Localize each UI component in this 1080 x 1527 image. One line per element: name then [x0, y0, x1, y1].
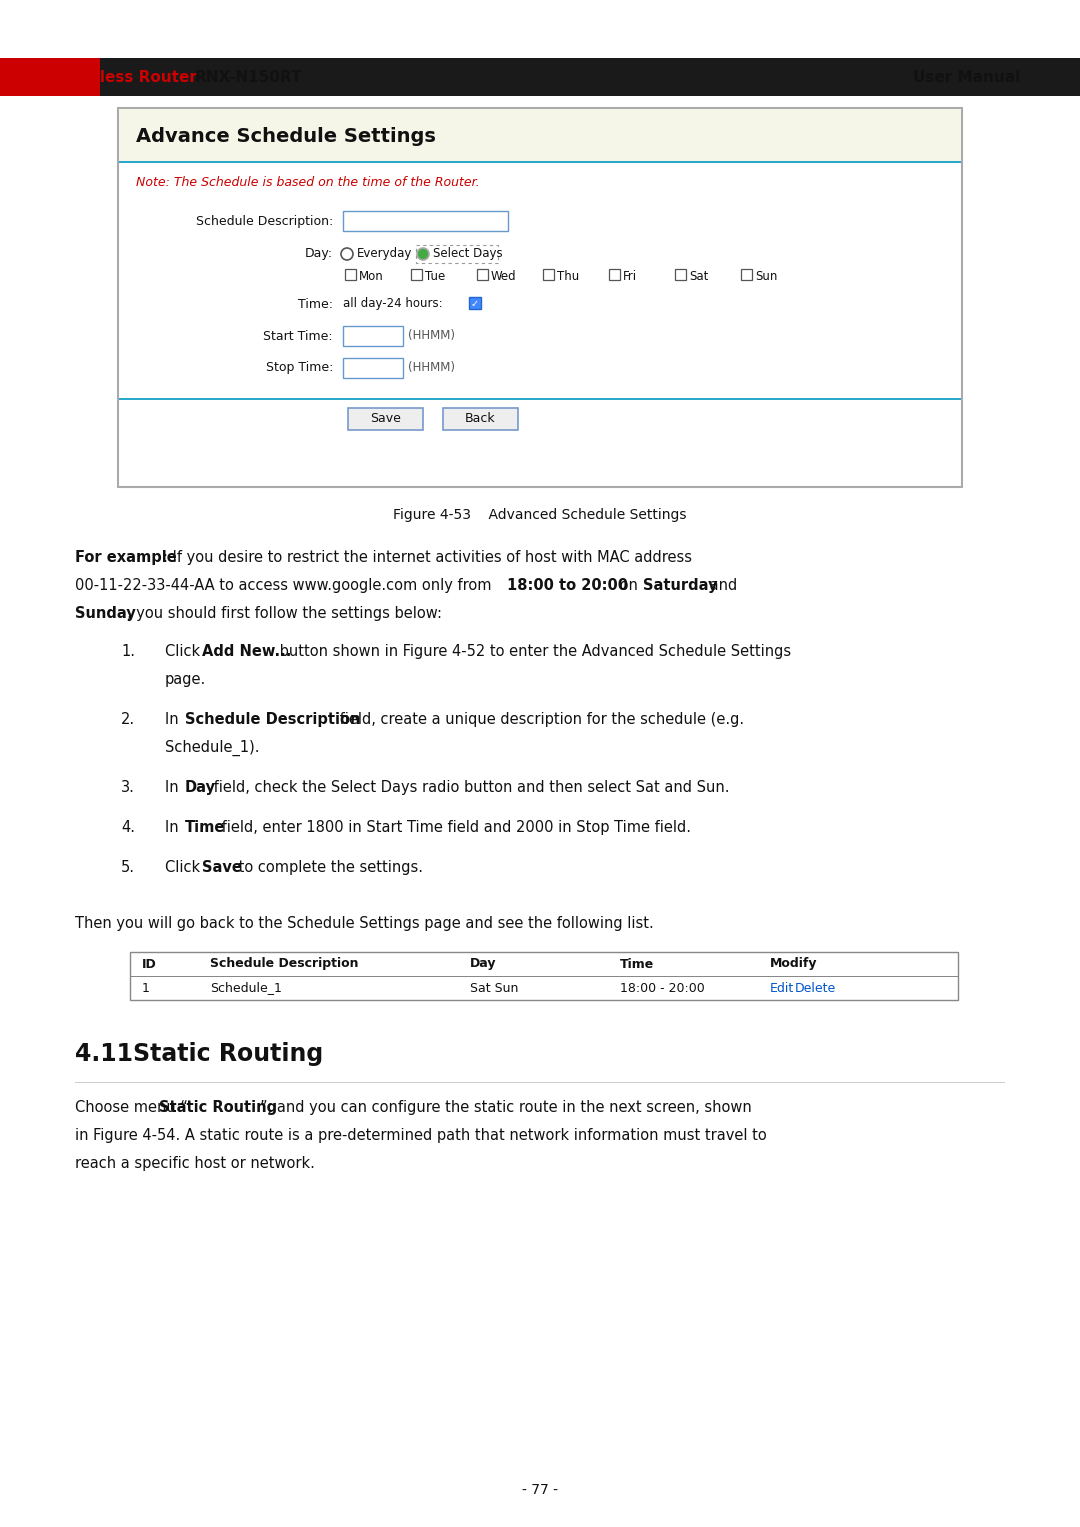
Text: Save: Save: [202, 860, 242, 875]
Text: ”, and you can configure the static route in the next screen, shown: ”, and you can configure the static rout…: [259, 1099, 752, 1115]
Text: Delete: Delete: [795, 982, 836, 994]
Bar: [741, 269, 752, 279]
Text: Save: Save: [370, 412, 401, 426]
Text: Advance Schedule Settings: Advance Schedule Settings: [136, 127, 436, 145]
Text: Click: Click: [165, 860, 205, 875]
Text: Time: Time: [620, 957, 654, 971]
Text: Start Time:: Start Time:: [264, 330, 333, 342]
Text: 1.: 1.: [121, 644, 135, 660]
Text: Wed: Wed: [491, 269, 516, 282]
Text: to complete the settings.: to complete the settings.: [234, 860, 423, 875]
Text: and: and: [705, 579, 738, 592]
Bar: [343, 325, 403, 347]
Text: Wireless Router: Wireless Router: [60, 70, 197, 84]
Bar: [411, 269, 422, 279]
Circle shape: [417, 247, 429, 260]
Text: - 77 -: - 77 -: [522, 1483, 558, 1496]
Text: (HHMM): (HHMM): [408, 362, 455, 374]
Text: 1: 1: [141, 982, 150, 994]
Text: Sat: Sat: [689, 269, 708, 282]
Text: Tue: Tue: [426, 269, 445, 282]
Text: 3.: 3.: [121, 780, 135, 796]
Text: Then you will go back to the Schedule Settings page and see the following list.: Then you will go back to the Schedule Se…: [75, 916, 653, 931]
Text: , you should first follow the settings below:: , you should first follow the settings b…: [127, 606, 442, 621]
Bar: [477, 269, 488, 279]
Text: Day:: Day:: [305, 247, 333, 261]
Text: Figure 4-53    Advanced Schedule Settings: Figure 4-53 Advanced Schedule Settings: [393, 508, 687, 522]
Text: Schedule Description:: Schedule Description:: [195, 214, 333, 228]
Text: For example: For example: [75, 550, 177, 565]
Text: 18:00 to 20:00: 18:00 to 20:00: [507, 579, 627, 592]
Bar: [119, 399, 961, 400]
Text: Modify: Modify: [770, 957, 818, 971]
Text: Schedule Description: Schedule Description: [185, 712, 361, 727]
Text: Schedule Description: Schedule Description: [210, 957, 359, 971]
Text: In: In: [165, 780, 184, 796]
Text: Back: Back: [465, 412, 496, 426]
Text: reach a specific host or network.: reach a specific host or network.: [75, 1156, 315, 1171]
Text: Schedule_1: Schedule_1: [210, 982, 282, 994]
Bar: [130, 951, 958, 1000]
Text: 4.11Static Routing: 4.11Static Routing: [75, 1041, 323, 1066]
Bar: [119, 108, 961, 160]
Text: In: In: [165, 712, 184, 727]
Text: Static Routing: Static Routing: [159, 1099, 276, 1115]
Text: Day: Day: [185, 780, 216, 796]
Bar: [345, 269, 356, 279]
Text: in Figure 4-54. A static route is a pre-determined path that network information: in Figure 4-54. A static route is a pre-…: [75, 1128, 767, 1144]
Text: field, create a unique description for the schedule (e.g.: field, create a unique description for t…: [335, 712, 744, 727]
Bar: [118, 108, 962, 487]
Bar: [609, 269, 620, 279]
Bar: [343, 211, 508, 231]
Bar: [348, 408, 423, 431]
Text: 00-11-22-33-44-AA to access www.google.com only from: 00-11-22-33-44-AA to access www.google.c…: [75, 579, 496, 592]
Bar: [343, 357, 403, 379]
Text: page.: page.: [165, 672, 206, 687]
Text: In: In: [165, 820, 184, 835]
Text: Stop Time:: Stop Time:: [266, 362, 333, 374]
Text: on: on: [615, 579, 643, 592]
Bar: [443, 408, 518, 431]
Text: Time: Time: [185, 820, 226, 835]
Text: Day: Day: [470, 957, 497, 971]
Text: Select Days: Select Days: [433, 247, 502, 261]
Text: 4.: 4.: [121, 820, 135, 835]
Text: (HHMM): (HHMM): [408, 330, 455, 342]
Text: button shown in Figure 4-52 to enter the Advanced Schedule Settings: button shown in Figure 4-52 to enter the…: [275, 644, 792, 660]
Text: User Manual: User Manual: [913, 70, 1020, 84]
Text: RNX-N150RT: RNX-N150RT: [195, 70, 302, 84]
Bar: [0, 58, 1080, 96]
Bar: [469, 296, 481, 308]
Text: Choose menu “: Choose menu “: [75, 1099, 188, 1115]
Bar: [543, 269, 554, 279]
Text: Saturday: Saturday: [643, 579, 717, 592]
Text: Edit: Edit: [770, 982, 794, 994]
Bar: [675, 269, 686, 279]
Text: Mon: Mon: [359, 269, 383, 282]
Text: Note: The Schedule is based on the time of the Router.: Note: The Schedule is based on the time …: [136, 177, 480, 189]
Text: 5.: 5.: [121, 860, 135, 875]
Text: ✓: ✓: [471, 299, 478, 310]
Bar: [0, 58, 100, 96]
Text: 2.: 2.: [121, 712, 135, 727]
Text: Sunday: Sunday: [75, 606, 136, 621]
Text: 18:00 - 20:00: 18:00 - 20:00: [620, 982, 705, 994]
Text: field, enter 1800 in Start Time field and 2000 in Stop Time field.: field, enter 1800 in Start Time field an…: [217, 820, 691, 835]
Text: Schedule_1).: Schedule_1).: [165, 741, 259, 756]
Text: Thu: Thu: [557, 269, 579, 282]
Text: all day-24 hours:: all day-24 hours:: [343, 298, 443, 310]
Bar: [119, 160, 961, 163]
Text: : If you desire to restrict the internet activities of host with MAC address: : If you desire to restrict the internet…: [163, 550, 692, 565]
Text: Sun: Sun: [755, 269, 778, 282]
Text: Add New...: Add New...: [202, 644, 292, 660]
Text: Everyday: Everyday: [357, 247, 413, 261]
Bar: [416, 244, 498, 263]
Text: Time:: Time:: [298, 298, 333, 310]
Text: field, check the Select Days radio button and then select Sat and Sun.: field, check the Select Days radio butto…: [210, 780, 729, 796]
Text: Click: Click: [165, 644, 205, 660]
Text: ID: ID: [141, 957, 157, 971]
Text: Fri: Fri: [623, 269, 637, 282]
Text: Sat Sun: Sat Sun: [470, 982, 518, 994]
